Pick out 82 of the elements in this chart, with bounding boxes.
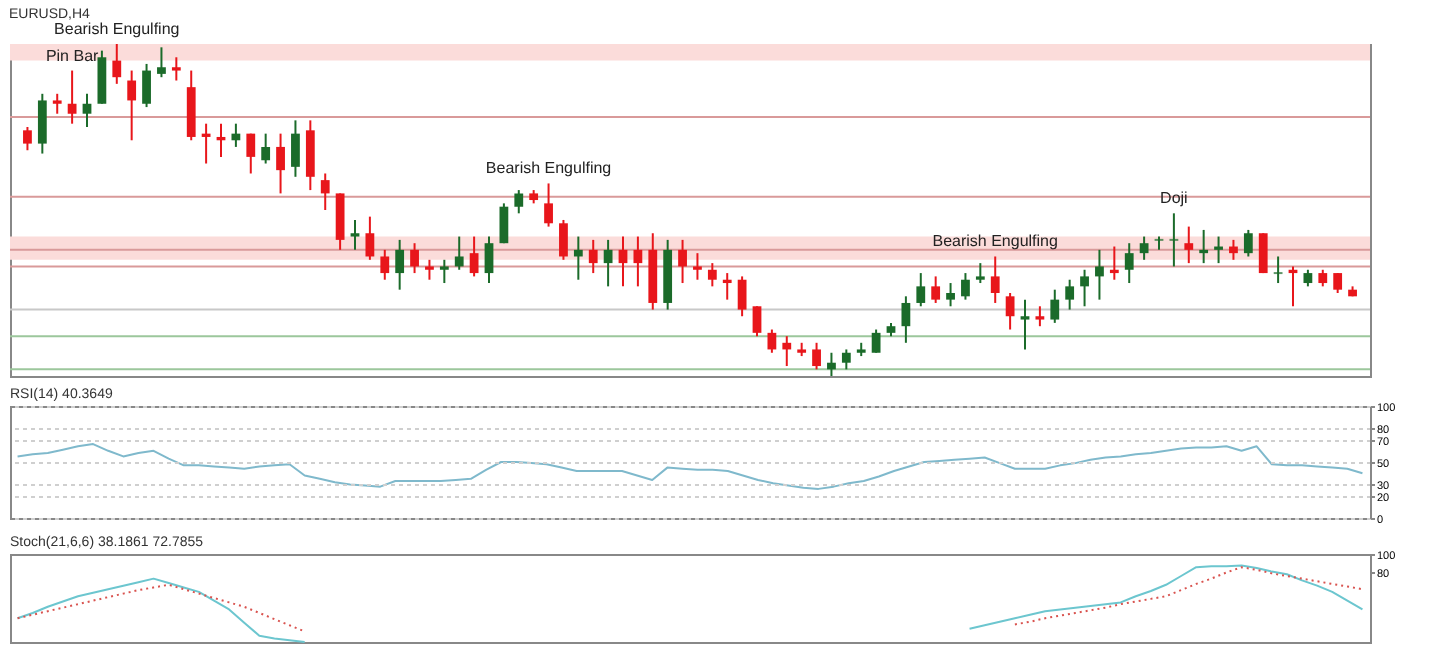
- candlestick: [127, 69, 137, 142]
- candlestick: [320, 172, 330, 211]
- candlestick: [752, 305, 762, 338]
- candlestick: [1169, 212, 1179, 268]
- candlestick: [201, 122, 211, 165]
- candlestick: [1199, 228, 1209, 265]
- line-series: [16, 443, 1364, 490]
- candlestick: [231, 122, 241, 148]
- candlestick: [737, 275, 747, 318]
- annotation: Bearish Engulfing: [932, 232, 1058, 251]
- candlestick: [395, 238, 405, 291]
- candlestick: [1020, 298, 1030, 351]
- candlestick: [827, 351, 836, 377]
- candlestick: [439, 258, 449, 285]
- candlestick: [812, 341, 821, 371]
- annotation: Doji: [1160, 189, 1189, 208]
- candlestick: [573, 235, 583, 281]
- candlestick: [52, 92, 62, 115]
- candlestick: [82, 92, 92, 128]
- candlestick: [1035, 305, 1045, 328]
- annotation: Bearish Engulfing: [485, 159, 612, 178]
- candlestick: [1095, 248, 1104, 301]
- candlestick: [990, 255, 1000, 304]
- candlestick: [499, 202, 509, 245]
- candlestick: [23, 126, 32, 152]
- candlestick: [112, 43, 122, 85]
- candlestick: [484, 235, 494, 285]
- candlestick: [410, 242, 419, 275]
- candlestick: [261, 132, 271, 165]
- candlestick: [335, 192, 345, 251]
- candlestick: [1005, 292, 1015, 331]
- candlestick: [722, 272, 732, 301]
- candlestick: [544, 182, 553, 228]
- candlestick: [350, 218, 360, 251]
- candlestick: [1243, 228, 1253, 258]
- candlestick: [1273, 255, 1283, 285]
- candlestick: [1050, 288, 1060, 324]
- candlestick: [559, 218, 568, 261]
- candlestick: [946, 282, 955, 308]
- candlestick: [841, 348, 851, 371]
- candlestick: [707, 262, 717, 288]
- candlestick: [514, 189, 524, 215]
- candlestick: [246, 132, 256, 175]
- candlestick: [97, 49, 107, 105]
- candlestick: [469, 235, 479, 278]
- candlestick: [37, 92, 47, 155]
- candlestick: [276, 132, 285, 195]
- candlestick: [171, 56, 181, 82]
- candlestick: [291, 119, 300, 178]
- candlestick: [305, 119, 315, 192]
- candlestick: [380, 248, 390, 281]
- candlestick: [1139, 235, 1149, 261]
- candlestick: [871, 328, 881, 354]
- candlestick: [1080, 268, 1089, 308]
- annotation: Bearish Engulfing: [54, 20, 180, 38]
- candlestick: [142, 62, 151, 109]
- candlestick: [693, 252, 702, 281]
- candlestick: [454, 235, 464, 271]
- candlestick: [901, 295, 911, 344]
- candlestick: [633, 235, 643, 288]
- candlestick: [1258, 232, 1268, 275]
- candlestick: [678, 238, 687, 285]
- candlestick: [1124, 242, 1134, 285]
- candlestick: [961, 272, 970, 301]
- candlestick: [1184, 225, 1194, 265]
- candlestick: [1065, 278, 1075, 311]
- annotation: Pin Bar: [45, 46, 100, 65]
- candlestick: [425, 258, 434, 281]
- candlestick: [603, 238, 613, 288]
- candlestick: [975, 262, 985, 285]
- candlestick: [157, 46, 166, 79]
- candlestick: [588, 238, 598, 275]
- candlestick: [1229, 238, 1238, 261]
- candlestick: [67, 69, 77, 125]
- candlestick: [767, 328, 777, 354]
- candlestick: [1214, 235, 1223, 265]
- candlestick: [1109, 245, 1119, 281]
- candlestick: [931, 275, 941, 304]
- candlestick: [1333, 272, 1343, 294]
- candlestick: [365, 215, 375, 261]
- candlestick: [782, 335, 792, 368]
- candlestick: [916, 272, 926, 308]
